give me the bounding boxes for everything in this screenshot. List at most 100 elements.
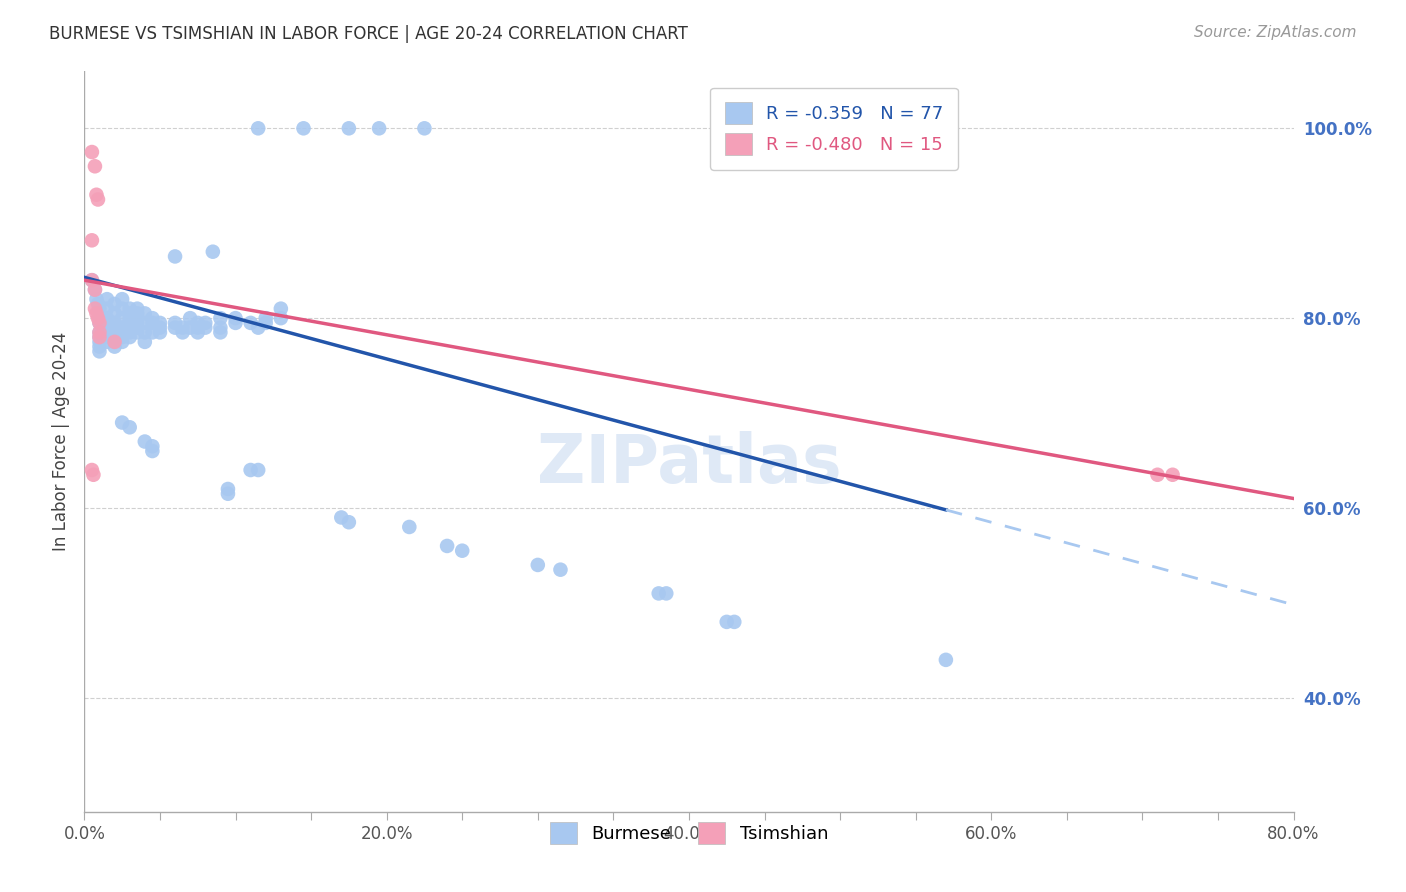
Point bbox=[194, 316, 217, 330]
Point bbox=[84, 301, 107, 316]
Point bbox=[398, 520, 420, 534]
Point bbox=[104, 326, 127, 340]
Point bbox=[111, 416, 134, 430]
Point bbox=[550, 563, 572, 577]
Point bbox=[247, 463, 270, 477]
Point bbox=[655, 586, 678, 600]
Point bbox=[96, 301, 118, 316]
Point bbox=[141, 444, 163, 458]
Point bbox=[225, 316, 247, 330]
Point bbox=[86, 306, 108, 320]
Text: Source: ZipAtlas.com: Source: ZipAtlas.com bbox=[1194, 25, 1357, 40]
Point bbox=[330, 510, 353, 524]
Point bbox=[104, 334, 127, 349]
Point bbox=[270, 301, 292, 316]
Y-axis label: In Labor Force | Age 20-24: In Labor Force | Age 20-24 bbox=[52, 332, 70, 551]
Point bbox=[87, 311, 110, 326]
Point bbox=[141, 326, 163, 340]
Point bbox=[111, 311, 134, 326]
Point bbox=[187, 316, 209, 330]
Point bbox=[648, 586, 671, 600]
Point bbox=[111, 292, 134, 306]
Point bbox=[104, 330, 127, 344]
Point bbox=[84, 283, 107, 297]
Point bbox=[209, 326, 232, 340]
Point bbox=[104, 320, 127, 334]
Point bbox=[96, 316, 118, 330]
Point bbox=[716, 615, 738, 629]
Point bbox=[118, 301, 141, 316]
Point bbox=[80, 145, 103, 159]
Point bbox=[89, 316, 111, 330]
Text: ZIPatlas: ZIPatlas bbox=[537, 431, 841, 497]
Point bbox=[127, 316, 149, 330]
Point bbox=[87, 297, 110, 311]
Point bbox=[80, 463, 103, 477]
Point bbox=[104, 297, 127, 311]
Point bbox=[89, 301, 111, 316]
Point bbox=[134, 434, 156, 449]
Point bbox=[413, 121, 436, 136]
Point bbox=[134, 326, 156, 340]
Point bbox=[1146, 467, 1168, 482]
Point bbox=[118, 316, 141, 330]
Point bbox=[111, 326, 134, 340]
Point bbox=[89, 334, 111, 349]
Point bbox=[86, 292, 108, 306]
Point bbox=[179, 311, 201, 326]
Point bbox=[1161, 467, 1184, 482]
Point bbox=[96, 326, 118, 340]
Legend: Burmese, Tsimshian: Burmese, Tsimshian bbox=[543, 814, 835, 851]
Point bbox=[89, 326, 111, 340]
Point bbox=[194, 320, 217, 334]
Point bbox=[127, 301, 149, 316]
Point bbox=[172, 320, 194, 334]
Point bbox=[187, 320, 209, 334]
Point bbox=[89, 316, 111, 330]
Point bbox=[165, 250, 187, 264]
Point bbox=[254, 311, 277, 326]
Point bbox=[104, 340, 127, 354]
Point bbox=[337, 121, 360, 136]
Point bbox=[217, 487, 239, 501]
Point bbox=[89, 344, 111, 359]
Point bbox=[179, 320, 201, 334]
Point bbox=[89, 311, 111, 326]
Point bbox=[270, 311, 292, 326]
Point bbox=[239, 463, 262, 477]
Point bbox=[337, 515, 360, 529]
Point bbox=[118, 320, 141, 334]
Point bbox=[935, 653, 957, 667]
Point bbox=[111, 320, 134, 334]
Point bbox=[209, 320, 232, 334]
Point bbox=[172, 326, 194, 340]
Point bbox=[82, 467, 104, 482]
Point bbox=[89, 330, 111, 344]
Point bbox=[96, 330, 118, 344]
Point bbox=[118, 306, 141, 320]
Point bbox=[111, 334, 134, 349]
Point bbox=[134, 316, 156, 330]
Point bbox=[118, 311, 141, 326]
Point bbox=[96, 334, 118, 349]
Point bbox=[134, 306, 156, 320]
Point bbox=[149, 320, 172, 334]
Point bbox=[247, 320, 270, 334]
Point bbox=[89, 340, 111, 354]
Point bbox=[89, 330, 111, 344]
Point bbox=[134, 334, 156, 349]
Point bbox=[84, 159, 107, 173]
Point bbox=[111, 301, 134, 316]
Point bbox=[118, 326, 141, 340]
Point bbox=[209, 311, 232, 326]
Point bbox=[89, 326, 111, 340]
Point bbox=[80, 273, 103, 287]
Point bbox=[104, 316, 127, 330]
Point bbox=[80, 273, 103, 287]
Point bbox=[118, 330, 141, 344]
Point bbox=[201, 244, 224, 259]
Point bbox=[141, 439, 163, 453]
Point bbox=[436, 539, 458, 553]
Point bbox=[84, 283, 107, 297]
Point bbox=[118, 420, 141, 434]
